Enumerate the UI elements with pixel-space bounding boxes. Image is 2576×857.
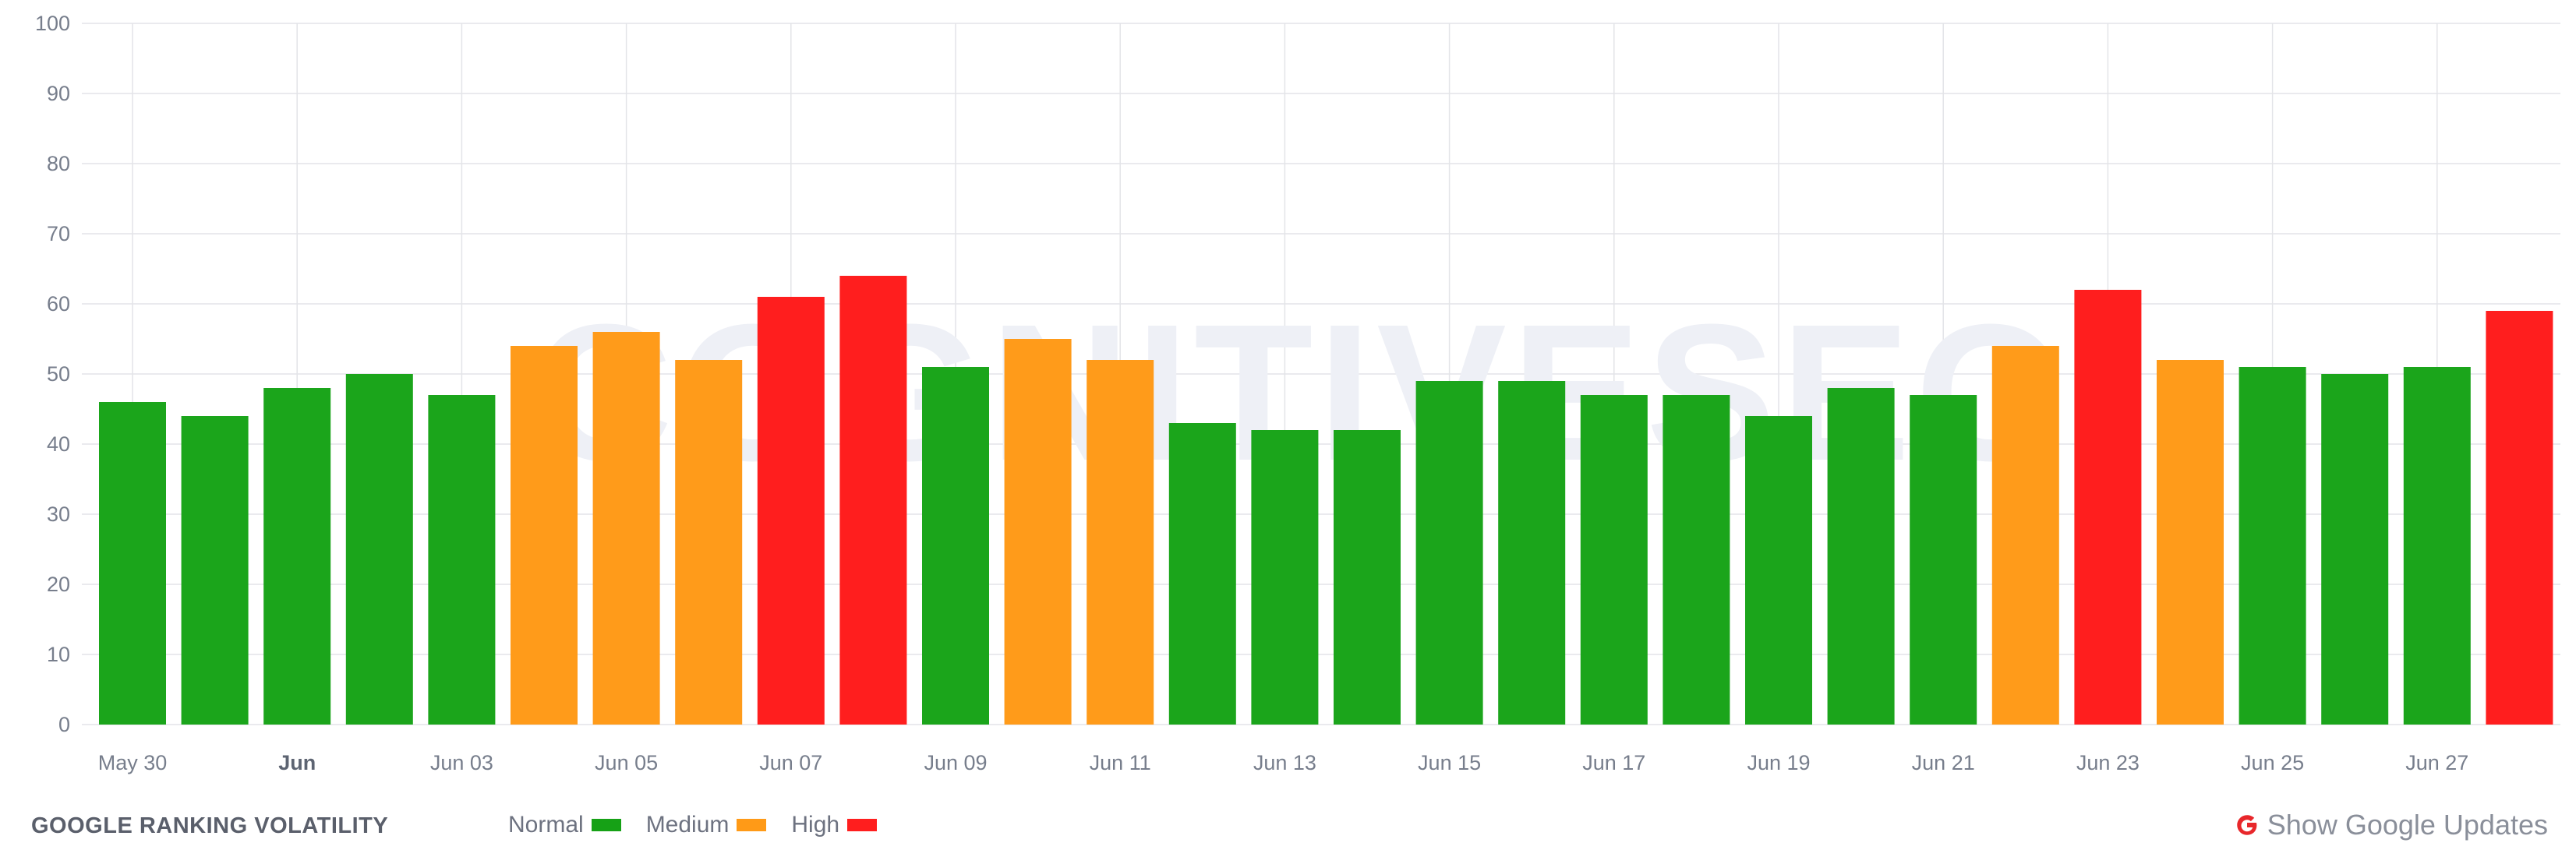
y-tick-label: 30: [47, 503, 70, 526]
y-tick-label: 100: [35, 12, 70, 35]
legend: Normal Medium High: [508, 812, 902, 838]
bar-normal[interactable]: [181, 416, 249, 725]
bar-normal[interactable]: [922, 367, 989, 725]
bar-medium[interactable]: [1087, 360, 1154, 725]
x-tick-label: Jun 25: [2241, 751, 2304, 774]
y-tick-label: 70: [47, 222, 70, 245]
show-google-updates-label: Show Google Updates: [2267, 809, 2548, 841]
show-google-updates-button[interactable]: Show Google Updates: [2233, 809, 2548, 841]
bar-high[interactable]: [2074, 290, 2142, 725]
bar-normal[interactable]: [1168, 423, 1236, 725]
legend-label-high: High: [791, 812, 840, 838]
y-axis: 0 10 20 30 40 50 60 70 80 90 100: [35, 12, 70, 736]
legend-item-high[interactable]: High: [791, 812, 878, 838]
legend-swatch-medium: [737, 819, 767, 831]
bar-medium[interactable]: [1991, 346, 2059, 725]
google-g-icon: [2237, 815, 2257, 835]
legend-item-normal[interactable]: Normal: [508, 812, 621, 838]
bar-normal[interactable]: [1415, 381, 1483, 725]
y-tick-label: 80: [47, 152, 70, 175]
x-tick-label: May 30: [98, 751, 168, 774]
bar-medium[interactable]: [675, 360, 743, 725]
bar-normal[interactable]: [263, 388, 331, 725]
x-tick-label: Jun 09: [924, 751, 987, 774]
y-tick-label: 0: [58, 713, 70, 736]
x-tick-label: Jun 23: [2076, 751, 2140, 774]
x-tick-label: Jun: [278, 751, 316, 774]
bar-normal[interactable]: [428, 395, 496, 725]
bar-normal[interactable]: [1663, 395, 1730, 725]
y-tick-label: 20: [47, 573, 70, 596]
x-tick-label: Jun 11: [1090, 751, 1151, 774]
chart-footer-title: GOOGLE RANKING VOLATILITY: [31, 813, 389, 838]
x-tick-label: Jun 05: [595, 751, 658, 774]
x-tick-label: Jun 17: [1582, 751, 1645, 774]
y-tick-label: 90: [47, 82, 70, 105]
bar-normal[interactable]: [1910, 395, 1977, 725]
bars: [99, 276, 2553, 725]
x-axis: May 30 Jun Jun 03 Jun 05 Jun 07 Jun 09 Jun 11 J…: [98, 751, 2469, 774]
bar-medium[interactable]: [592, 332, 660, 725]
bar-normal[interactable]: [345, 374, 413, 725]
legend-swatch-high: [847, 819, 878, 831]
bar-normal[interactable]: [99, 402, 166, 725]
bar-normal[interactable]: [1251, 430, 1319, 725]
x-tick-label: Jun 27: [2405, 751, 2468, 774]
bar-normal[interactable]: [1745, 416, 1812, 725]
bar-normal[interactable]: [1498, 381, 1566, 725]
legend-label-medium: Medium: [645, 812, 730, 838]
bar-normal[interactable]: [2239, 367, 2306, 725]
bar-normal[interactable]: [1334, 430, 1401, 725]
bar-normal[interactable]: [2403, 367, 2471, 725]
y-tick-label: 40: [47, 432, 70, 456]
y-tick-label: 10: [47, 643, 70, 666]
legend-label-normal: Normal: [508, 812, 584, 838]
bar-medium[interactable]: [511, 346, 578, 725]
x-tick-label: Jun 03: [430, 751, 493, 774]
y-tick-label: 50: [47, 362, 70, 386]
x-tick-label: Jun 13: [1253, 751, 1316, 774]
bar-normal[interactable]: [1580, 395, 1648, 725]
x-tick-label: Jun 07: [759, 751, 822, 774]
bar-normal[interactable]: [2321, 374, 2389, 725]
x-tick-label: Jun 21: [1912, 751, 1975, 774]
bar-high[interactable]: [839, 276, 907, 725]
bar-high[interactable]: [757, 297, 825, 725]
legend-swatch-normal: [591, 819, 621, 831]
chart-footer: GOOGLE RANKING VOLATILITY Normal Medium …: [0, 802, 2576, 849]
y-tick-label: 60: [47, 292, 70, 316]
bar-high[interactable]: [2486, 311, 2553, 725]
bar-medium[interactable]: [1004, 339, 1072, 725]
bar-normal[interactable]: [1827, 388, 1895, 725]
x-tick-label: Jun 15: [1418, 751, 1481, 774]
legend-item-medium[interactable]: Medium: [646, 812, 767, 838]
x-tick-label: Jun 19: [1747, 751, 1810, 774]
bar-medium[interactable]: [2157, 360, 2224, 725]
